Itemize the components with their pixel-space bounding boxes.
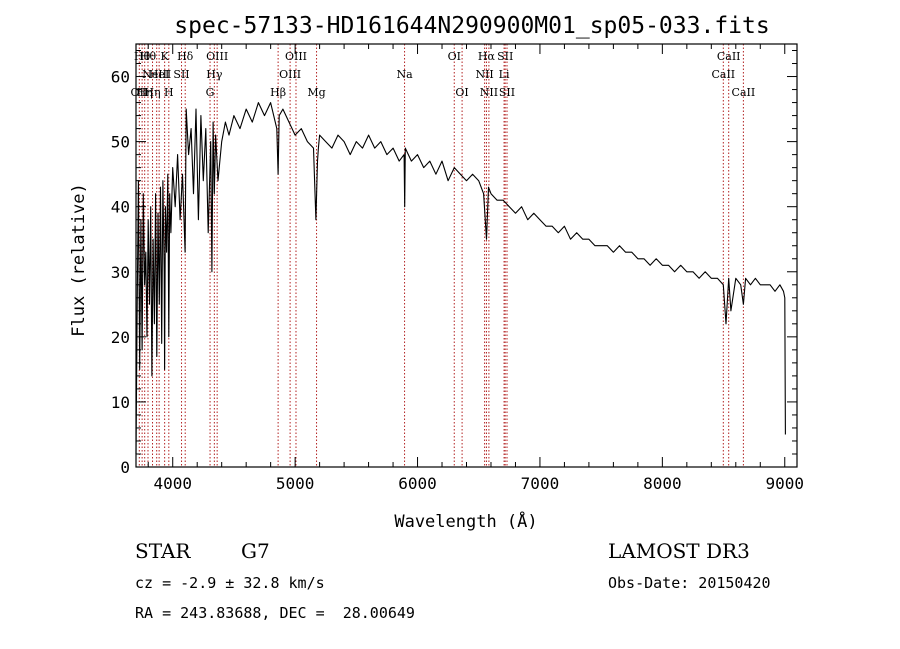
line-label-16: OIII	[285, 50, 307, 63]
line-label-17: Mg	[307, 86, 325, 99]
y-axis-ticks: 0 10 20 30 40 50 60	[111, 50, 797, 477]
line-label-6: HeI	[149, 68, 169, 81]
line-label-9: SII	[173, 68, 189, 81]
line-label-22: Hα	[478, 50, 496, 63]
line-label-10: Hδ	[177, 50, 194, 63]
y-tick-label: 10	[111, 393, 130, 412]
spectrum-series-line	[135, 102, 786, 455]
spectral-line-markers	[138, 44, 744, 467]
y-tick-label: 0	[120, 458, 130, 477]
y-axis-label: Flux (relative)	[69, 183, 89, 337]
line-label-20: OI	[455, 86, 468, 99]
x-tick-label: 9000	[765, 474, 804, 493]
x-axis-label: Wavelength (Å)	[394, 510, 537, 532]
line-label-29: CaII	[732, 86, 756, 99]
chart-title: spec-57133-HD161644N290900M01_sp05-033.f…	[174, 13, 769, 39]
x-axis-ticks: 4000 5000 6000 7000 8000 9000	[147, 44, 804, 493]
line-label-8: H	[164, 86, 174, 99]
x-tick-label: 5000	[276, 474, 315, 493]
x-tick-label: 7000	[521, 474, 560, 493]
y-tick-label: 50	[111, 133, 130, 152]
line-label-19: OI	[448, 50, 461, 63]
y-tick-label: 40	[111, 198, 130, 217]
line-label-15: OIII	[279, 68, 301, 81]
line-label-26: SII	[499, 86, 515, 99]
line-label-7: K	[161, 50, 170, 63]
object-class: STAR	[135, 539, 191, 563]
line-label-12: Hγ	[206, 68, 223, 81]
line-label-3: Hθ	[140, 50, 157, 63]
obs-date: Obs-Date: 20150420	[608, 574, 771, 592]
redshift-info: cz = -2.9 ± 32.8 km/s	[135, 574, 325, 592]
line-label-14: Hβ	[270, 86, 286, 99]
line-label-11: G	[206, 86, 215, 99]
spectral-line-labels: OIIHθHηHθHηNeIIIHeIKHSIIHδGHγOIIIHβOIIIO…	[130, 50, 755, 99]
y-tick-label: 30	[111, 263, 130, 282]
line-label-21: NII	[475, 68, 493, 81]
coordinates: RA = 243.83688, DEC = 28.00649	[135, 604, 415, 622]
x-tick-label: 8000	[643, 474, 682, 493]
line-label-25: SII	[497, 50, 513, 63]
line-label-5: NeIII	[142, 68, 171, 81]
line-label-4: Hη	[144, 86, 160, 99]
line-label-28: CaII	[717, 50, 741, 63]
line-label-0: OII	[130, 86, 148, 99]
x-tick-label: 6000	[398, 474, 437, 493]
survey-name: LAMOST DR3	[608, 539, 750, 563]
line-label-18: Na	[396, 68, 413, 81]
line-label-13: OIII	[206, 50, 228, 63]
object-subclass: G7	[241, 539, 270, 563]
x-tick-label: 4000	[153, 474, 192, 493]
y-tick-label: 20	[111, 328, 130, 347]
line-label-1: Hθ	[134, 50, 151, 63]
plot-frame	[135, 43, 798, 468]
line-label-24: Li	[499, 68, 510, 81]
line-label-27: CaII	[711, 68, 735, 81]
line-label-23: NII	[480, 86, 498, 99]
y-tick-label: 60	[111, 68, 130, 87]
